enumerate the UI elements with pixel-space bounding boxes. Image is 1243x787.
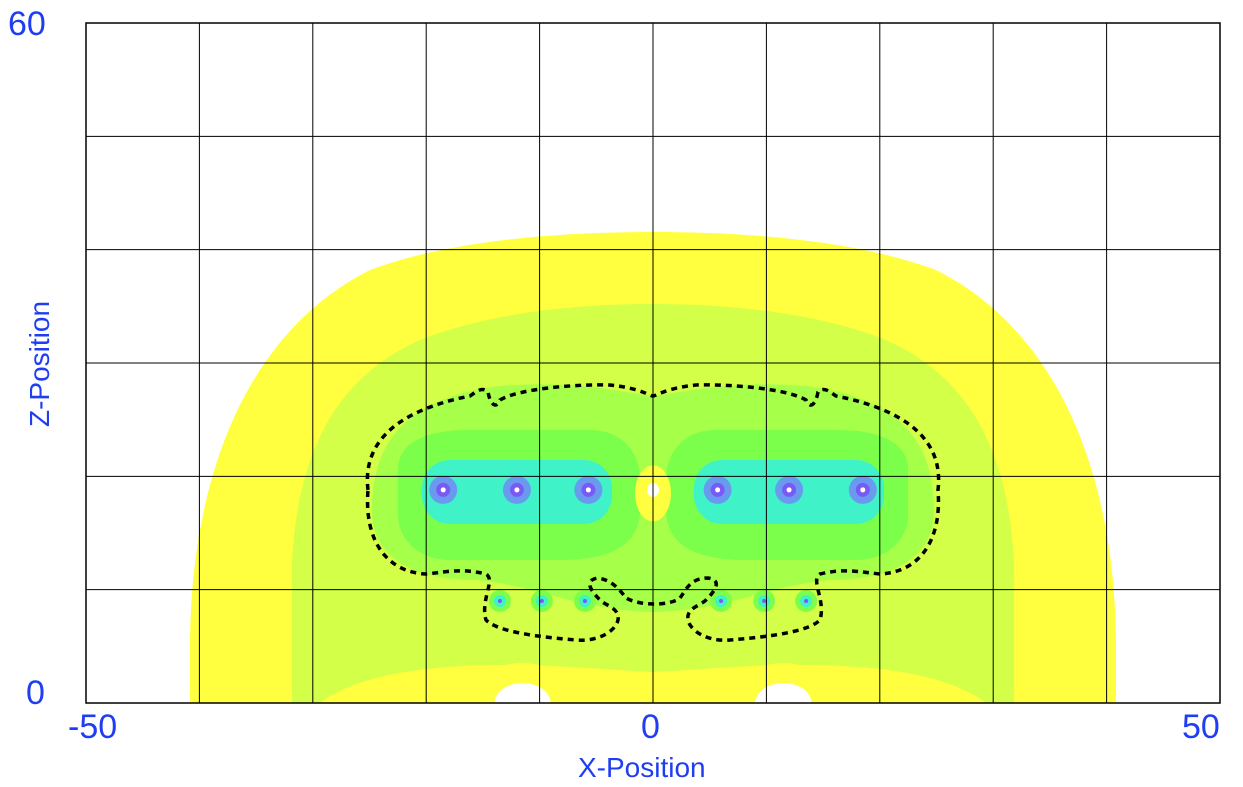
source-upper-dot-3 [715, 487, 721, 493]
source-upper-dot-4 [786, 487, 792, 493]
y-axis-label: Z-Position [24, 300, 55, 428]
y-tick-max: 60 [8, 5, 46, 43]
source-upper-dot-2 [585, 487, 591, 493]
source-lower-core-5 [804, 599, 809, 603]
x-tick-max: 50 [1182, 708, 1220, 746]
bump-core-1 [755, 683, 812, 703]
source-lower-core-1 [539, 599, 544, 603]
source-lower-core-4 [762, 599, 767, 603]
source-markers [429, 475, 877, 612]
bump-core-0 [494, 683, 551, 703]
threshold-contour [365, 383, 941, 642]
source-lower-core-3 [719, 599, 724, 603]
source-upper-dot-5 [860, 487, 866, 493]
x-tick-min: -50 [68, 708, 118, 746]
plot-frame [85, 22, 1221, 704]
field-bottom-bumps [470, 663, 836, 703]
x-tick-mid: 0 [641, 708, 660, 746]
x-axis-label: X-Position [578, 752, 706, 783]
source-upper-dot-1 [514, 487, 520, 493]
source-lower-core-0 [497, 599, 502, 603]
grid-lines [86, 23, 1220, 703]
source-lower-core-2 [582, 599, 587, 603]
y-tick-min: 0 [26, 674, 45, 712]
source-upper-dot-0 [440, 487, 446, 493]
field-layer [190, 232, 1116, 703]
